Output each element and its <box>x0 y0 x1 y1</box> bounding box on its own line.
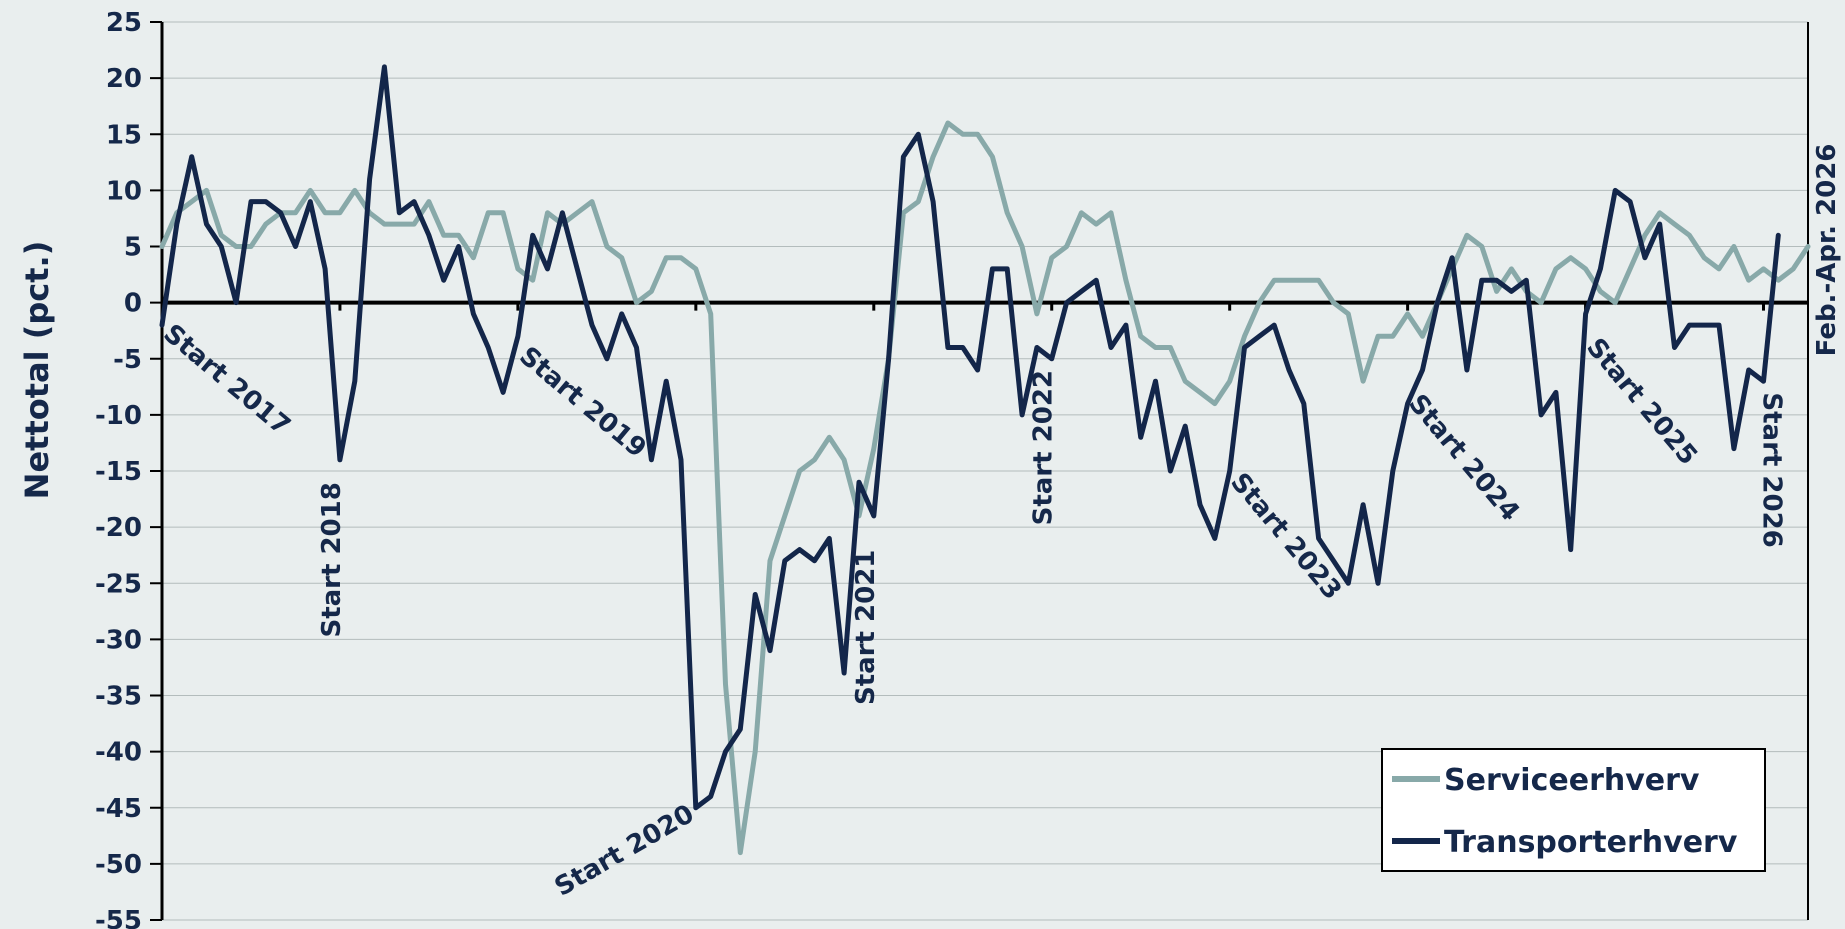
y-tick-label: -45 <box>95 794 142 824</box>
annotation-start-label: Start 2026 <box>1756 392 1786 547</box>
y-tick-label: -40 <box>95 738 142 768</box>
annotation-start-label: Start 2021 <box>851 550 881 705</box>
y-tick-label: 15 <box>106 120 142 150</box>
legend: Serviceerhverv Transporterhverv <box>1381 748 1766 872</box>
gridlines <box>162 21 1808 921</box>
legend-label-transporterhverv: Transporterhverv <box>1444 825 1738 860</box>
series-lines <box>159 64 1811 856</box>
y-tick-label: -30 <box>95 625 142 655</box>
annotation-start-label: Start 2022 <box>1029 370 1059 525</box>
y-tick-label: 5 <box>124 233 142 263</box>
y-tick-label: 25 <box>106 8 142 38</box>
series-line-transporterhverv <box>159 64 1781 811</box>
y-tick-label: -5 <box>113 345 142 375</box>
y-tick-label: 0 <box>124 289 142 319</box>
y-tick-label: -20 <box>95 513 142 543</box>
period-label: Feb.-Apr. 2026 <box>1812 144 1842 357</box>
y-tick-label: -55 <box>95 906 142 929</box>
y-axis-label: Nettotal (pct.) <box>18 241 56 500</box>
y-tick-label: -15 <box>95 457 142 487</box>
series-line-serviceerhverv <box>159 120 1811 856</box>
y-tick-label: -50 <box>95 850 142 880</box>
y-tick-labels: 25 20 15 10 5 0 -5 -10 -15 -20 -25 -30 -35 -40 -45 -50 -… <box>95 8 162 929</box>
y-tick-label: 20 <box>106 64 142 94</box>
y-tick-label: -35 <box>95 682 142 712</box>
annotation-start-label: Start 2018 <box>317 482 347 637</box>
legend-box <box>1381 748 1766 872</box>
y-tick-label: 10 <box>106 176 142 206</box>
y-tick-label: -25 <box>95 569 142 599</box>
legend-label-serviceerhverv: Serviceerhverv <box>1444 763 1700 798</box>
y-tick-label: -10 <box>95 401 142 431</box>
